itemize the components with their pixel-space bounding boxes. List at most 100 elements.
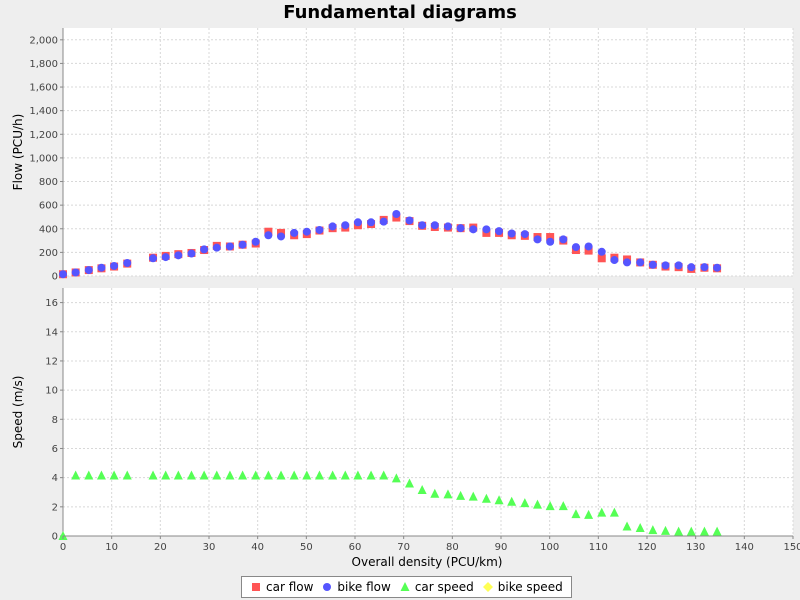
data-point	[161, 253, 170, 262]
y-tick-label: 16	[45, 298, 58, 309]
data-point	[635, 522, 645, 532]
data-point	[71, 268, 80, 277]
data-point	[660, 525, 670, 535]
y-tick-label: 6	[52, 444, 58, 455]
data-point	[636, 258, 645, 267]
data-point	[622, 521, 632, 531]
data-point	[186, 470, 196, 480]
y-tick-label: 800	[39, 177, 58, 188]
y-tick-label: 1,600	[29, 83, 58, 94]
data-point	[392, 210, 401, 218]
data-point	[584, 246, 593, 255]
x-tick-label: 20	[154, 542, 167, 553]
x-tick-label: 70	[397, 542, 410, 553]
x-tick-label: 40	[251, 542, 264, 553]
legend-label: car speed	[414, 580, 474, 594]
data-point	[353, 218, 362, 227]
y-tick-label: 0	[52, 532, 58, 543]
data-point	[674, 526, 684, 536]
y-tick-label: 0	[52, 272, 58, 283]
data-point	[456, 224, 465, 233]
data-point	[430, 488, 440, 498]
y-tick-label: 200	[39, 248, 58, 259]
data-point	[674, 261, 683, 270]
data-point	[340, 470, 350, 480]
data-point	[96, 470, 106, 480]
square-marker-icon	[252, 583, 260, 591]
data-point	[314, 470, 324, 480]
legend-marker-shape	[482, 582, 493, 592]
data-point	[443, 222, 452, 231]
data-point	[495, 227, 504, 236]
data-point	[290, 228, 299, 237]
data-point	[302, 470, 312, 480]
data-point	[277, 232, 286, 241]
data-point	[84, 266, 93, 275]
data-point	[469, 225, 478, 234]
y-tick-label: 600	[39, 201, 58, 212]
y-tick-label: 2	[52, 502, 58, 513]
x-tick-label: 90	[495, 542, 508, 553]
data-point	[109, 470, 119, 480]
data-point	[648, 525, 658, 535]
legend-label: bike flow	[337, 580, 391, 594]
y-tick-label: 1,000	[29, 153, 58, 164]
data-point	[328, 470, 338, 480]
series-car-speed	[58, 470, 722, 540]
data-point	[238, 240, 247, 249]
y-tick-label: 4	[52, 473, 58, 484]
diamond-marker-icon	[482, 582, 493, 592]
data-point	[507, 496, 517, 506]
data-point	[430, 221, 439, 230]
y-tick-label: 1,800	[29, 59, 58, 70]
data-point	[520, 498, 530, 508]
data-point	[456, 490, 466, 500]
series-bike-flow	[59, 210, 722, 279]
data-point	[482, 225, 491, 234]
data-point	[533, 235, 542, 244]
data-point	[212, 243, 221, 252]
legend-item: car flow	[250, 580, 313, 594]
x-axis-label: Overall density (PCU/km)	[352, 555, 503, 569]
data-point	[174, 251, 183, 260]
data-point	[251, 237, 260, 246]
data-point	[391, 473, 401, 483]
data-point	[328, 222, 337, 231]
data-point	[276, 470, 286, 480]
data-point	[468, 491, 478, 501]
data-point	[251, 470, 261, 480]
data-point	[597, 254, 606, 263]
data-point	[341, 221, 350, 230]
x-tick-label: 0	[60, 542, 66, 553]
x-tick-label: 100	[540, 542, 559, 553]
y-tick-label: 12	[45, 356, 58, 367]
data-point	[173, 470, 183, 480]
data-point	[238, 470, 248, 480]
data-point	[597, 507, 607, 517]
data-point	[149, 254, 158, 263]
data-point	[302, 227, 311, 236]
data-point	[713, 263, 722, 272]
data-point	[571, 509, 581, 519]
plot-area: 02004006008001,0001,2001,4001,6001,8002,…	[11, 28, 800, 553]
x-tick-label: 130	[686, 542, 705, 553]
chart-title: Fundamental diagrams	[283, 2, 517, 23]
data-point	[161, 470, 171, 480]
data-point	[123, 259, 132, 268]
y-axis-label: Speed (m/s)	[11, 376, 25, 449]
data-point	[481, 493, 491, 503]
y-tick-label: 10	[45, 386, 58, 397]
y-tick-label: 1,200	[29, 130, 58, 141]
legend-item: bike speed	[482, 580, 563, 594]
data-point	[315, 225, 324, 234]
y-tick-label: 400	[39, 224, 58, 235]
data-point	[687, 263, 696, 272]
data-point	[609, 507, 619, 517]
legend-label: bike speed	[497, 580, 563, 594]
x-tick-label: 30	[203, 542, 216, 553]
data-point	[597, 247, 606, 256]
legend-marker-shape	[400, 582, 410, 591]
x-tick-label: 50	[300, 542, 313, 553]
data-point	[122, 470, 132, 480]
y-tick-label: 2,000	[29, 35, 58, 46]
